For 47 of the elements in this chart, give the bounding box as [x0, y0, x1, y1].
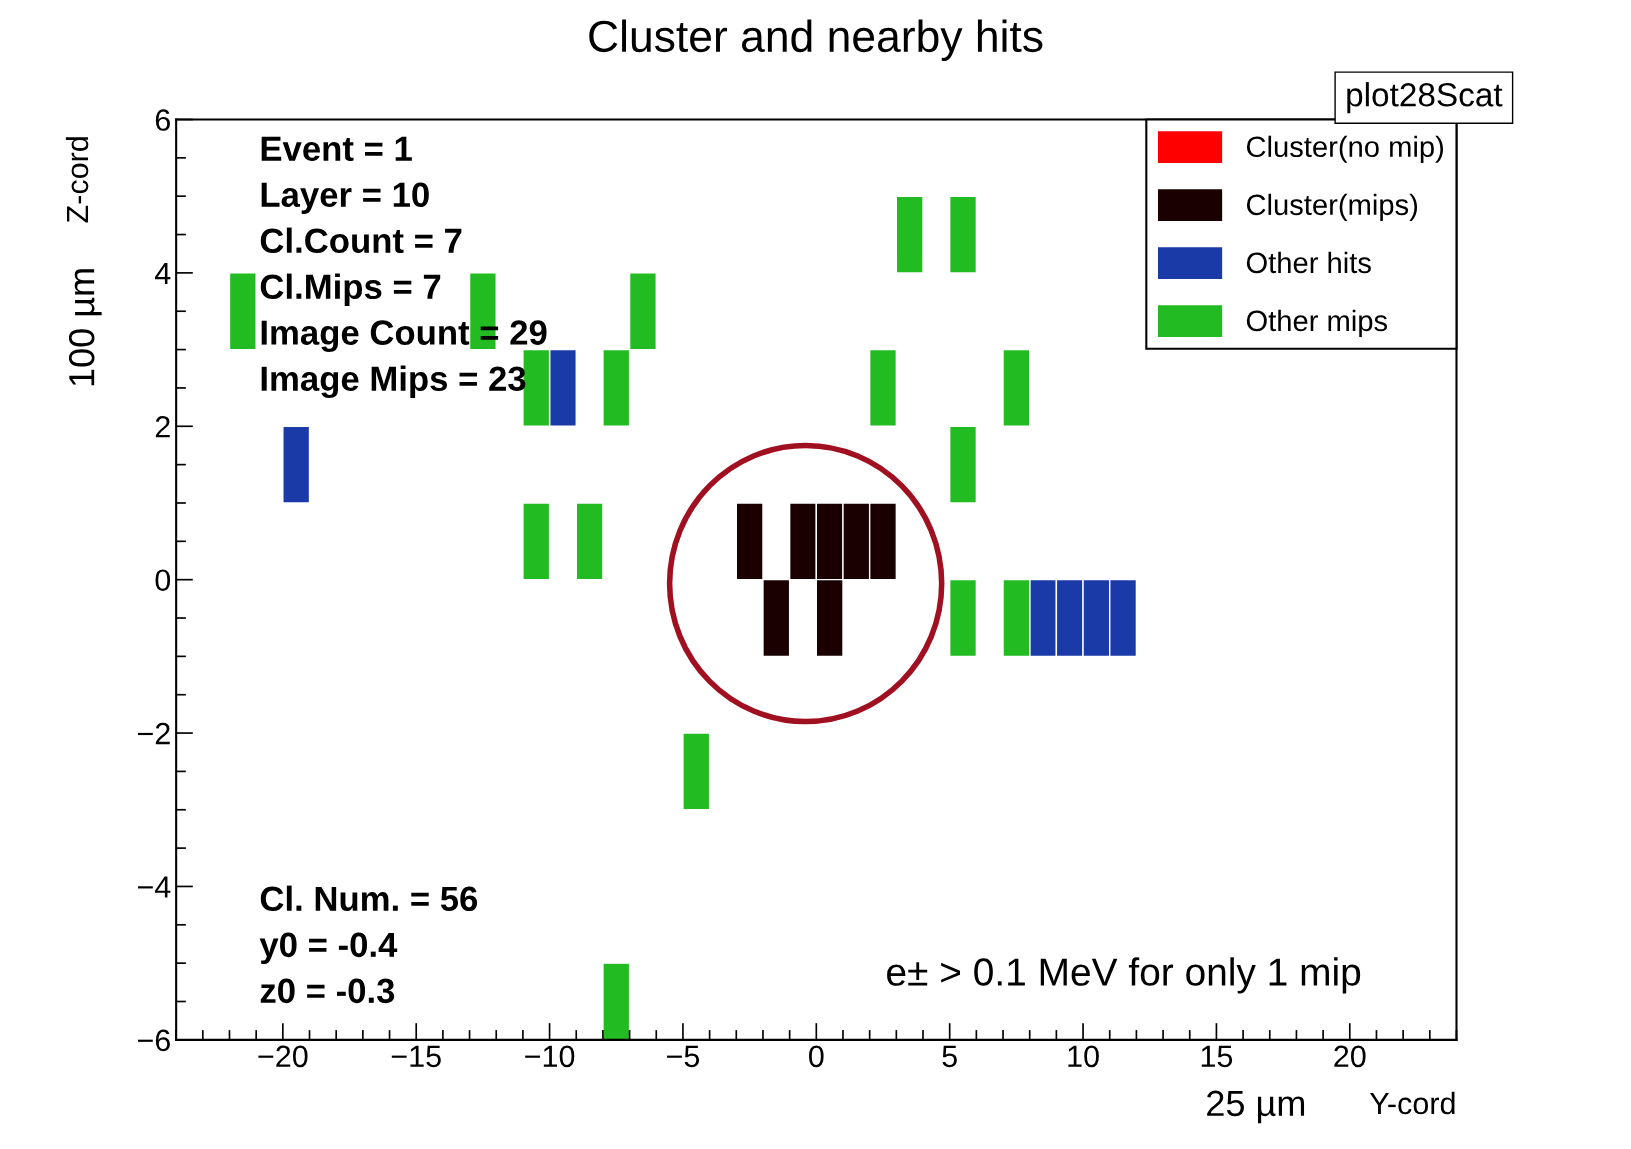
- y-tick-label: 2: [155, 416, 170, 438]
- text: 25 µm: [1207, 1090, 1305, 1124]
- annotation: y0 = -0.4: [259, 932, 398, 964]
- bar: [948, 195, 978, 274]
- bar: [682, 732, 711, 811]
- chart-title: Cluster and nearby hits: [589, 19, 1043, 61]
- y-tick-label: 6: [155, 109, 170, 131]
- y-tick-label: −4: [137, 876, 171, 898]
- bar: [468, 272, 497, 351]
- annotation: Cl.Count = 7: [260, 227, 462, 254]
- annotation: Cl. Num. = 56: [260, 885, 478, 912]
- bar: [868, 348, 898, 427]
- bar: [228, 272, 257, 351]
- annotation: Layer = 10: [261, 182, 429, 214]
- x-tick-label: 15: [1201, 1045, 1233, 1068]
- legend-label: Other mips: [1246, 309, 1388, 338]
- y-axis-title: Z-cord: [65, 137, 89, 223]
- x-tick-label: 5: [942, 1045, 957, 1068]
- bar: [948, 425, 978, 504]
- x-tick-label: −10: [525, 1045, 575, 1068]
- bar: [282, 425, 311, 504]
- y-tick-label: −6: [137, 1029, 170, 1052]
- legend-label: Cluster(mips): [1246, 193, 1418, 221]
- bar: [602, 962, 631, 1040]
- annotation: Cl.Mips = 7: [260, 273, 441, 306]
- legend-label: Cluster(no mip): [1246, 135, 1444, 163]
- text: 100 µm: [68, 269, 102, 386]
- x-tick-label: −15: [391, 1045, 441, 1068]
- x-tick-label: −5: [667, 1045, 700, 1068]
- y-tick-label: 4: [155, 262, 171, 284]
- x-tick-label: 20: [1334, 1045, 1366, 1068]
- x-tick-label: 0: [809, 1045, 824, 1068]
- y-tick-label: 0: [155, 569, 171, 592]
- bar: [895, 195, 924, 274]
- annotation: e± > 0.1 MeV for only 1 mip: [887, 957, 1361, 994]
- bar: [1002, 348, 1031, 427]
- annotation: Event = 1: [261, 136, 412, 162]
- annotation: z0 = -0.3: [260, 978, 395, 1004]
- bar: [522, 502, 551, 581]
- bar: [575, 502, 604, 581]
- text: plot28Scat: [1347, 82, 1503, 114]
- y-tick-label: −2: [137, 722, 170, 745]
- bar: [948, 578, 978, 658]
- x-tick-label: −20: [258, 1045, 308, 1068]
- x-tick-label: 10: [1068, 1045, 1099, 1068]
- x-axis-title: Y-cord: [1369, 1091, 1455, 1115]
- legend-label: Other hits: [1246, 251, 1371, 274]
